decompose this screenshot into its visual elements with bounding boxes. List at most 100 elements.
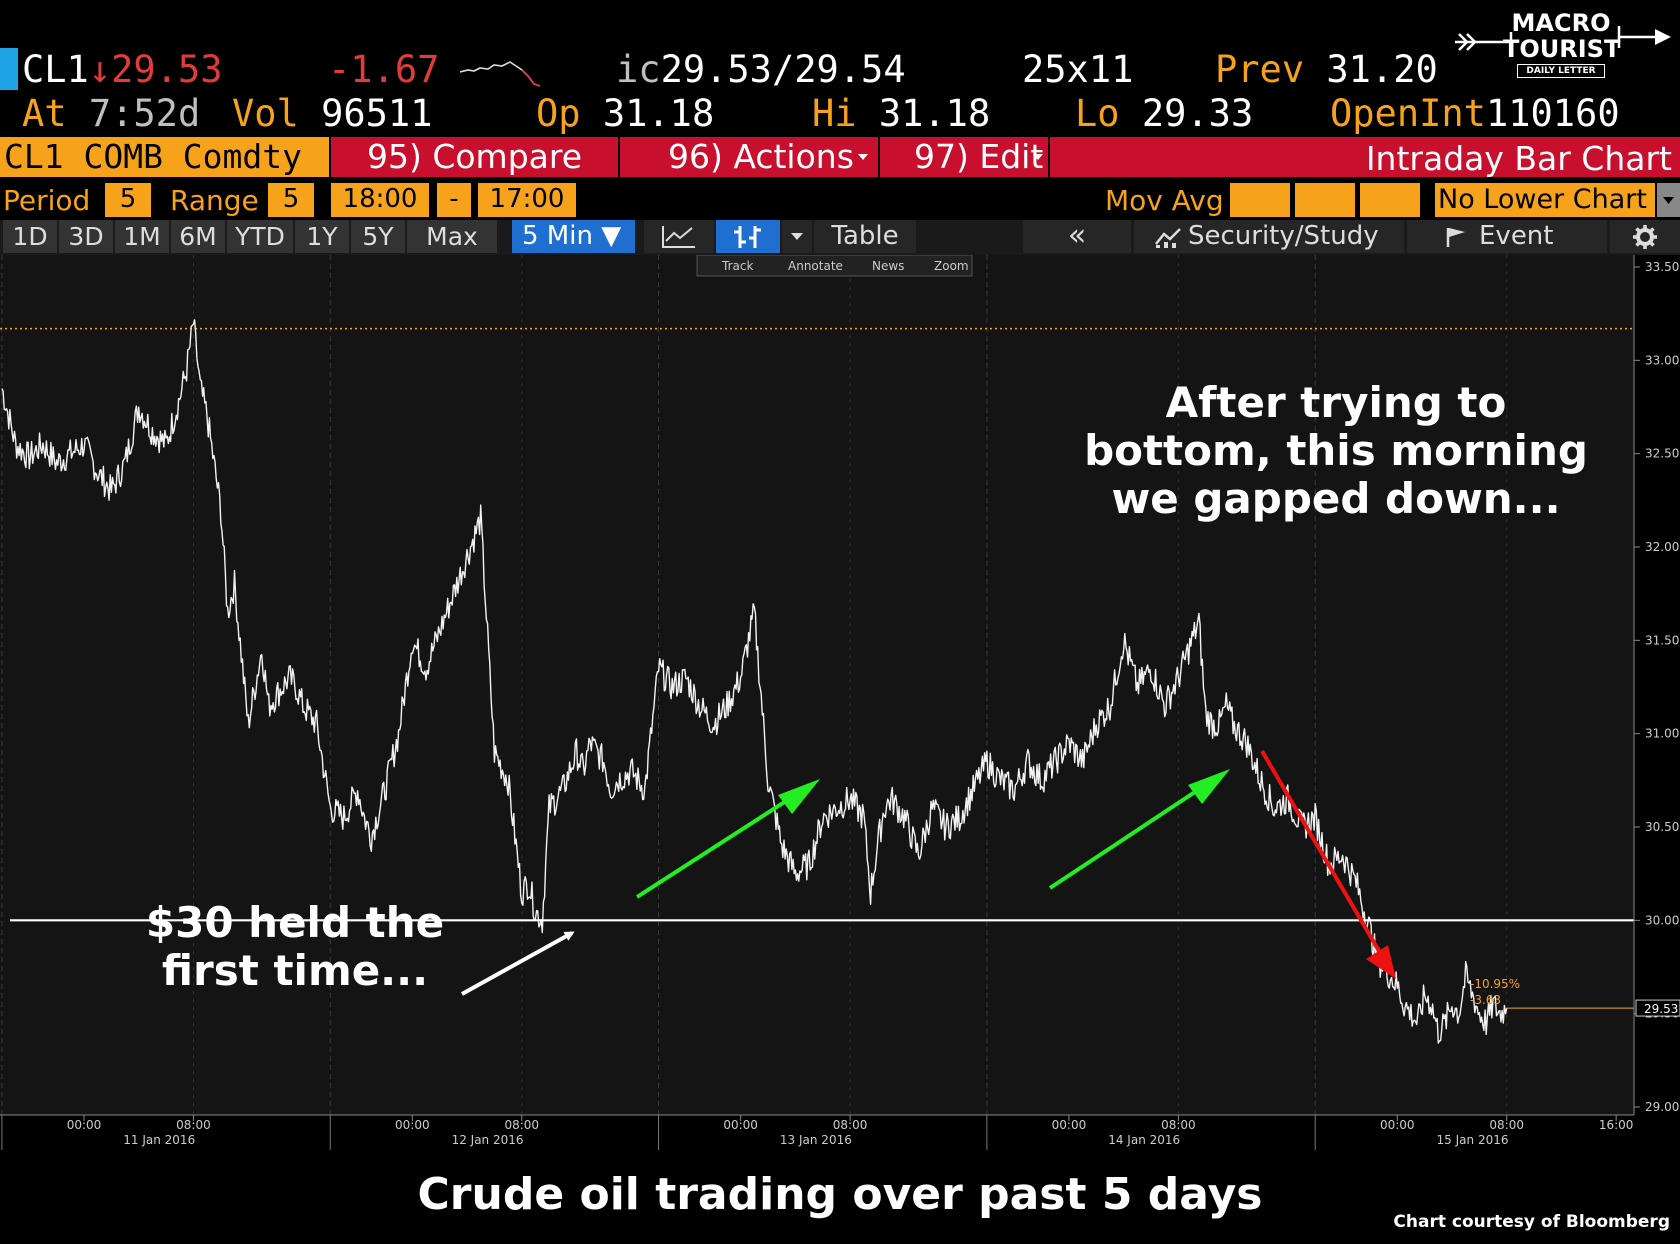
flag-icon — [1446, 228, 1465, 247]
prev-label: Prev — [1215, 48, 1305, 91]
period-input[interactable]: 5 — [105, 183, 151, 217]
y-axis: 33.50 33.00 32.50 32.00 31.50 31.00 30.50 30.00… — [1633, 255, 1679, 1115]
held-annotation-line-1: $30 held the — [146, 898, 444, 947]
abs-change-label: -3.63 — [1470, 993, 1501, 1007]
open-price: Op 31.18 — [536, 92, 714, 136]
table-button[interactable]: Table — [814, 220, 916, 253]
range-button-ytd[interactable]: YTD — [227, 220, 293, 253]
start-time-input[interactable]: 18:00 — [331, 183, 429, 217]
date-label-2: 13 Jan 2016 — [780, 1133, 852, 1147]
size-value: 25x11 — [1022, 48, 1134, 91]
x-tick-label-5: 08:00 — [833, 1118, 868, 1132]
x-tick-label-0: 00:00 — [67, 1118, 102, 1132]
gap-annotation-line-1: After trying to — [1166, 378, 1507, 427]
grid — [1, 255, 1508, 1150]
time-value: 7:52d — [88, 92, 201, 135]
interval-select[interactable]: 5 Min ▼ — [512, 220, 635, 253]
range-label: Range — [170, 184, 259, 217]
quote-row-1: CL1↓29.53 — [22, 48, 223, 92]
arrow-tail-icon — [1455, 32, 1513, 52]
actions-button[interactable]: 96) Actions — [620, 137, 878, 177]
green-arrow-2 — [1048, 780, 1212, 890]
date-label-1: 12 Jan 2016 — [452, 1133, 524, 1147]
bid-ask: ic29.53/29.54 — [616, 48, 906, 92]
y-tick-label-0: 33.50 — [1645, 260, 1679, 274]
arrow-head-icon — [1617, 26, 1671, 48]
news-button[interactable]: News — [872, 259, 904, 273]
settings-button[interactable] — [1610, 220, 1680, 253]
ohlc-bar-icon — [734, 226, 761, 248]
range-button-6m[interactable]: 6M — [171, 220, 225, 253]
movavg-input-2[interactable] — [1295, 183, 1355, 217]
annotate-button[interactable]: Annotate — [788, 259, 843, 273]
track-button[interactable]: Track — [721, 259, 753, 273]
logo-line-3: DAILY LETTER — [1517, 64, 1605, 78]
low-price: Lo 29.33 — [1075, 92, 1253, 136]
range-button-3d[interactable]: 3D — [59, 220, 113, 253]
security-name: CL1 COMB Comdty — [4, 137, 303, 176]
range-button-5y[interactable]: 5Y — [351, 220, 405, 253]
range-button-1m[interactable]: 1M — [115, 220, 169, 253]
green-arrow-1-head — [778, 779, 820, 814]
end-time-input[interactable]: 17:00 — [478, 183, 576, 217]
price-chart[interactable]: 33.50 33.00 32.50 32.00 31.50 31.00 30.50 30.00… — [0, 255, 1680, 1150]
chevron-down-icon — [858, 154, 868, 160]
last-price-marker: 29.53 -10.95% -3.63 — [1470, 977, 1680, 1017]
bar-chart-button[interactable] — [716, 220, 780, 253]
mini-toolbar: Track Annotate News Zoom — [696, 255, 973, 277]
lower-chart-value: No Lower Chart — [1438, 184, 1647, 215]
event-button[interactable]: Event — [1407, 220, 1607, 253]
y-tick-label-3: 32.00 — [1645, 540, 1679, 554]
lower-chart-select[interactable]: No Lower Chart — [1435, 183, 1655, 217]
logo-line-1: MACRO — [1511, 9, 1611, 37]
y-tick-label-7: 30.00 — [1645, 913, 1679, 927]
x-tick-label-6: 00:00 — [1052, 1118, 1087, 1132]
green-arrow-1 — [635, 790, 802, 899]
op-label: Op — [536, 92, 581, 135]
edit-button[interactable]: 97) Edit — [880, 137, 1048, 177]
security-study-button[interactable]: Security/Study — [1134, 220, 1404, 253]
last-price: 29.53 — [111, 48, 223, 91]
chart-style-dropdown[interactable] — [782, 220, 812, 253]
prev-value: 31.20 — [1326, 48, 1438, 91]
pct-change-label: -10.95% — [1470, 977, 1520, 991]
open-interest: OpenInt110160 — [1330, 92, 1620, 136]
down-arrow-icon: ↓ — [88, 48, 112, 91]
lower-chart-dropdown[interactable] — [1657, 183, 1680, 217]
range-input[interactable]: 5 — [268, 183, 314, 217]
y-tick-label-6: 30.50 — [1645, 820, 1679, 834]
y-tick-label-4: 31.50 — [1645, 633, 1679, 647]
line-chart-button[interactable] — [644, 220, 714, 253]
x-tick-label-1: 08:00 — [176, 1118, 211, 1132]
chart-type-title-bar: Intraday Bar Chart — [1050, 137, 1680, 178]
op-value: 31.18 — [602, 92, 715, 135]
chart-title: Crude oil trading over past 5 days — [417, 1169, 1263, 1220]
range-button-max[interactable]: Max — [407, 220, 497, 253]
green-arrow-2-head — [1188, 769, 1230, 804]
sparkline-icon — [460, 61, 541, 87]
red-arrow — [1260, 749, 1381, 953]
chevron-down-icon — [791, 233, 803, 240]
date-label-4: 15 Jan 2016 — [1437, 1133, 1509, 1147]
change-value: -1.67 — [328, 48, 440, 91]
last-price-box — [1635, 999, 1680, 1017]
vol-value: 96511 — [321, 92, 433, 135]
lo-value: 29.33 — [1141, 92, 1254, 135]
price-line — [1, 319, 1508, 1044]
x-tick-label-8: 00:00 — [1380, 1118, 1415, 1132]
zoom-button[interactable]: Zoom — [934, 259, 969, 273]
range-button-1y[interactable]: 1Y — [295, 220, 349, 253]
movavg-input-3[interactable] — [1360, 183, 1420, 217]
collapse-button[interactable]: « — [1023, 220, 1131, 253]
x-tick-label-2: 00:00 — [395, 1118, 430, 1132]
ticker: CL1 — [22, 48, 89, 91]
security-study-icon — [1155, 228, 1181, 248]
x-axis: 00:00 08:00 00:00 08:00 00:00 08:00 00:00 08:00… — [0, 1114, 1634, 1147]
held-arrow — [461, 931, 575, 996]
movavg-input-1[interactable] — [1230, 183, 1290, 217]
security-field[interactable]: CL1 COMB Comdty — [0, 137, 329, 177]
prev-close: Prev 31.20 — [1215, 48, 1438, 92]
time-range-dash: - — [437, 183, 471, 217]
range-button-1d[interactable]: 1D — [3, 220, 57, 253]
compare-button[interactable]: 95) Compare — [331, 137, 618, 177]
